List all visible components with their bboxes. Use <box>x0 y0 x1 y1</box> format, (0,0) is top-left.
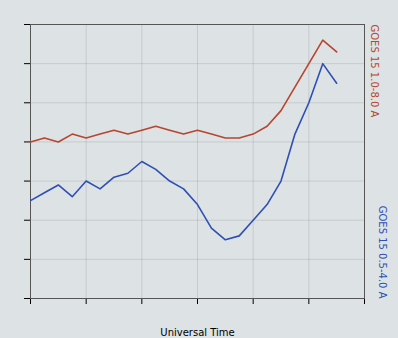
svg-text:Universal Time: Universal Time <box>160 327 234 338</box>
svg-text:GOES 15 1.0-8.0 A: GOES 15 1.0-8.0 A <box>369 25 380 118</box>
svg-text:GOES 15 0.5-4.0 A: GOES 15 0.5-4.0 A <box>377 206 388 299</box>
